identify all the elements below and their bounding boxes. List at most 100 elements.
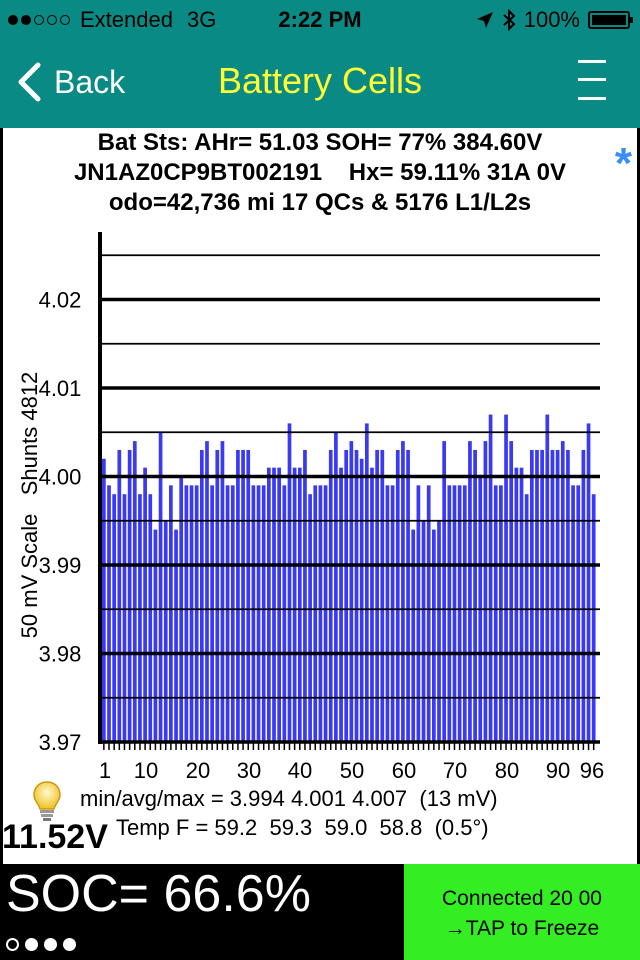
connection-status: Connected 20 00 — [442, 887, 602, 910]
bar — [442, 441, 447, 742]
bar — [205, 441, 209, 742]
bar — [380, 449, 385, 742]
bar — [473, 449, 477, 742]
bar — [349, 441, 354, 742]
page-dot[interactable] — [63, 938, 76, 951]
bar — [406, 449, 410, 742]
bar — [535, 449, 539, 742]
page-dot[interactable] — [44, 938, 57, 951]
back-button[interactable]: Back — [16, 62, 125, 102]
page-indicator[interactable] — [6, 938, 76, 951]
x-tick-label: 80 — [495, 758, 519, 783]
battery-percent: 100% — [523, 7, 580, 32]
page-dot[interactable] — [25, 938, 38, 951]
bar — [354, 449, 359, 742]
bar — [390, 485, 395, 742]
page-dot[interactable] — [6, 938, 19, 951]
bar — [267, 467, 271, 742]
bar — [220, 441, 225, 742]
bar — [509, 441, 514, 742]
bar — [122, 494, 127, 742]
battery-status-text: Bat Sts: AHr= 51.03 SOH= 77% 384.60V JN1… — [0, 128, 640, 218]
bar — [401, 441, 405, 742]
bar — [261, 485, 266, 742]
status-left: Extended 3G — [8, 7, 216, 33]
bar — [303, 449, 307, 742]
signal-strength-icon — [8, 15, 70, 25]
bar — [364, 423, 369, 742]
bar — [462, 485, 467, 742]
bar — [199, 449, 204, 742]
bar — [241, 449, 245, 742]
bar — [194, 485, 199, 742]
bar — [432, 529, 436, 742]
bar — [138, 494, 142, 742]
bar — [215, 449, 220, 742]
bar — [143, 467, 147, 742]
bar — [251, 485, 256, 742]
bar — [174, 529, 178, 742]
menu-icon[interactable] — [578, 58, 606, 102]
bar — [493, 485, 498, 742]
bar — [184, 485, 189, 742]
bar — [504, 414, 508, 742]
status-line-3: odo=42,736 mi 17 QCs & 5176 L1/L2s — [108, 189, 532, 216]
status-line-1: Bat Sts: AHr= 51.03 SOH= 77% 384.60V — [97, 129, 543, 156]
bar — [385, 485, 390, 742]
x-tick-label: 30 — [237, 758, 261, 783]
chevron-left-icon — [18, 62, 41, 102]
bar — [334, 432, 338, 742]
bar — [308, 494, 312, 742]
bar — [256, 485, 261, 742]
bar — [411, 529, 416, 742]
bar — [519, 467, 524, 742]
bar — [421, 520, 426, 742]
y-tick-label: 4.01 — [39, 376, 82, 401]
bar — [158, 432, 163, 742]
bar — [246, 449, 251, 742]
nav-bar: Back Battery Cells — [0, 40, 640, 128]
freeze-hint: →TAP to Freeze — [444, 917, 600, 940]
bar — [581, 449, 586, 742]
bar — [566, 449, 570, 742]
bar — [236, 449, 240, 742]
bar — [318, 485, 323, 742]
x-tick-label: 70 — [443, 758, 467, 783]
temperature-text: Temp F = 59.2 59.3 59.0 58.8 (0.5°) — [116, 815, 489, 840]
bar — [339, 467, 343, 742]
bar — [153, 529, 158, 742]
network-type: 3G — [186, 7, 217, 32]
bar — [514, 467, 519, 742]
bar — [169, 485, 173, 742]
connection-freeze-button[interactable]: Connected 20 00 →TAP to Freeze — [404, 864, 640, 960]
lightbulb-icon[interactable] — [32, 780, 62, 822]
y-tick-label: 3.97 — [39, 730, 82, 755]
bar — [272, 467, 276, 742]
bar — [323, 485, 328, 742]
bar — [416, 485, 421, 742]
header: Extended 3G 2:22 PM 100% Back Battery Ce… — [0, 0, 640, 128]
y-tick-label: 3.98 — [39, 642, 82, 667]
bar — [560, 441, 565, 742]
bar — [163, 520, 168, 742]
x-tick-label: 10 — [134, 758, 158, 783]
bar — [370, 467, 374, 742]
status-line-2: JN1AZ0CP9BT002191 Hx= 59.11% 31A 0V — [73, 159, 567, 186]
star-icon[interactable]: * — [614, 139, 632, 188]
x-tick-label: 96 — [580, 758, 604, 783]
bar — [277, 467, 282, 742]
bar — [225, 485, 230, 742]
bar — [499, 485, 503, 742]
bar — [586, 423, 591, 742]
bar — [540, 449, 544, 742]
x-tick-label: 1 — [99, 758, 111, 783]
x-tick-label: 50 — [340, 758, 364, 783]
bar — [313, 485, 318, 742]
bar — [447, 485, 452, 742]
bar — [117, 449, 122, 742]
x-tick-label: 90 — [546, 758, 570, 783]
bluetooth-icon — [503, 9, 516, 31]
cell-voltage-chart: 4.02 4.01 4.00 3.99 3.98 3.97 1 10 20 30 40 50 60 70 8… — [39, 232, 604, 783]
bar — [395, 449, 400, 742]
bar — [210, 485, 214, 742]
